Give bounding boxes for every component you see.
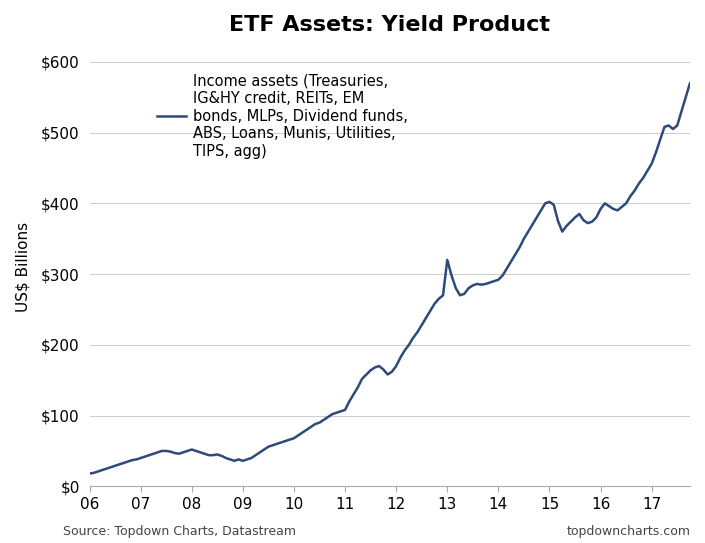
Text: Source: Topdown Charts, Datastream: Source: Topdown Charts, Datastream: [63, 525, 296, 538]
Legend: Income assets (Treasuries,
IG&HY credit, REITs, EM
bonds, MLPs, Dividend funds,
: Income assets (Treasuries, IG&HY credit,…: [151, 68, 414, 165]
Text: topdowncharts.com: topdowncharts.com: [567, 525, 691, 538]
Title: ETF Assets: Yield Product: ETF Assets: Yield Product: [229, 15, 551, 35]
Y-axis label: US$ Billions: US$ Billions: [15, 222, 30, 312]
